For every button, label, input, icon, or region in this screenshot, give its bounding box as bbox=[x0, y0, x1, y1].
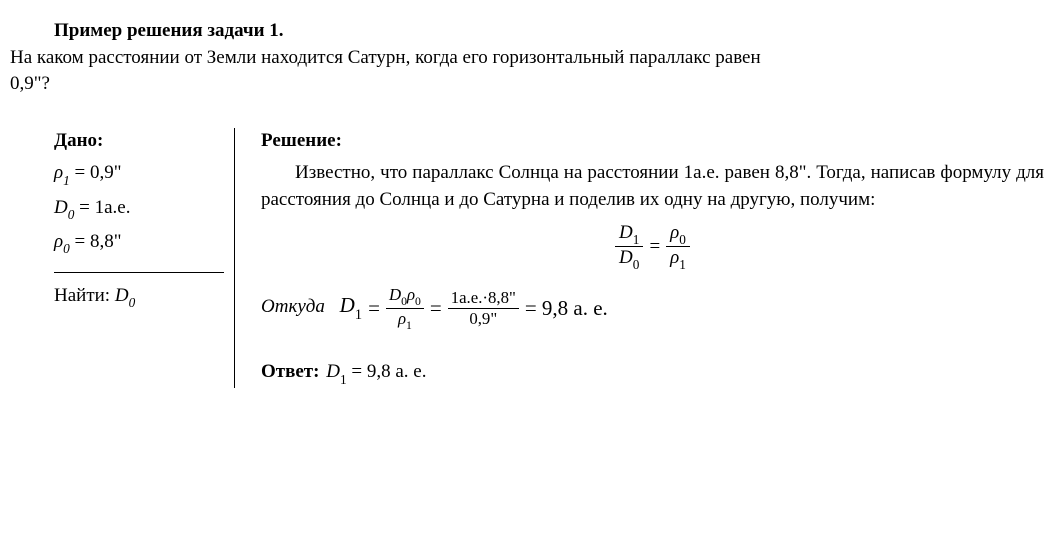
answer-line: Ответ: D1 = 9,8 а. е. bbox=[261, 359, 1044, 387]
given-column: Дано: ρ1 = 0,9" D0 = 1а.е. ρ0 = 8,8" Най… bbox=[54, 128, 235, 388]
solution-label: Решение: bbox=[261, 128, 1044, 155]
solution-column: Решение: Известно, что параллакс Солнца … bbox=[235, 128, 1050, 388]
given-label: Дано: bbox=[54, 128, 224, 155]
given-d0: D0 = 1а.е. bbox=[54, 195, 224, 223]
example-title: Пример решения задачи 1. bbox=[10, 18, 1050, 45]
given-rho0: ρ0 = 8,8" bbox=[54, 229, 224, 257]
derivation-line: Откуда D1 = D0ρ0 ρ1 = 1а.е.·8,8" bbox=[261, 285, 1044, 332]
find-line: Найти: D0 bbox=[54, 283, 224, 311]
problem-line-1: На каком расстоянии от Земли находится С… bbox=[10, 47, 761, 68]
problem-line-2: 0,9"? bbox=[10, 73, 50, 94]
problem-statement: На каком расстоянии от Земли находится С… bbox=[10, 45, 1050, 98]
solution-text: Известно, что параллакс Солнца на рассто… bbox=[261, 160, 1044, 213]
ratio-formula: D1 D0 = ρ0 ρ1 bbox=[261, 220, 1044, 271]
given-divider bbox=[54, 272, 224, 273]
given-rho1: ρ1 = 0,9" bbox=[54, 160, 224, 188]
